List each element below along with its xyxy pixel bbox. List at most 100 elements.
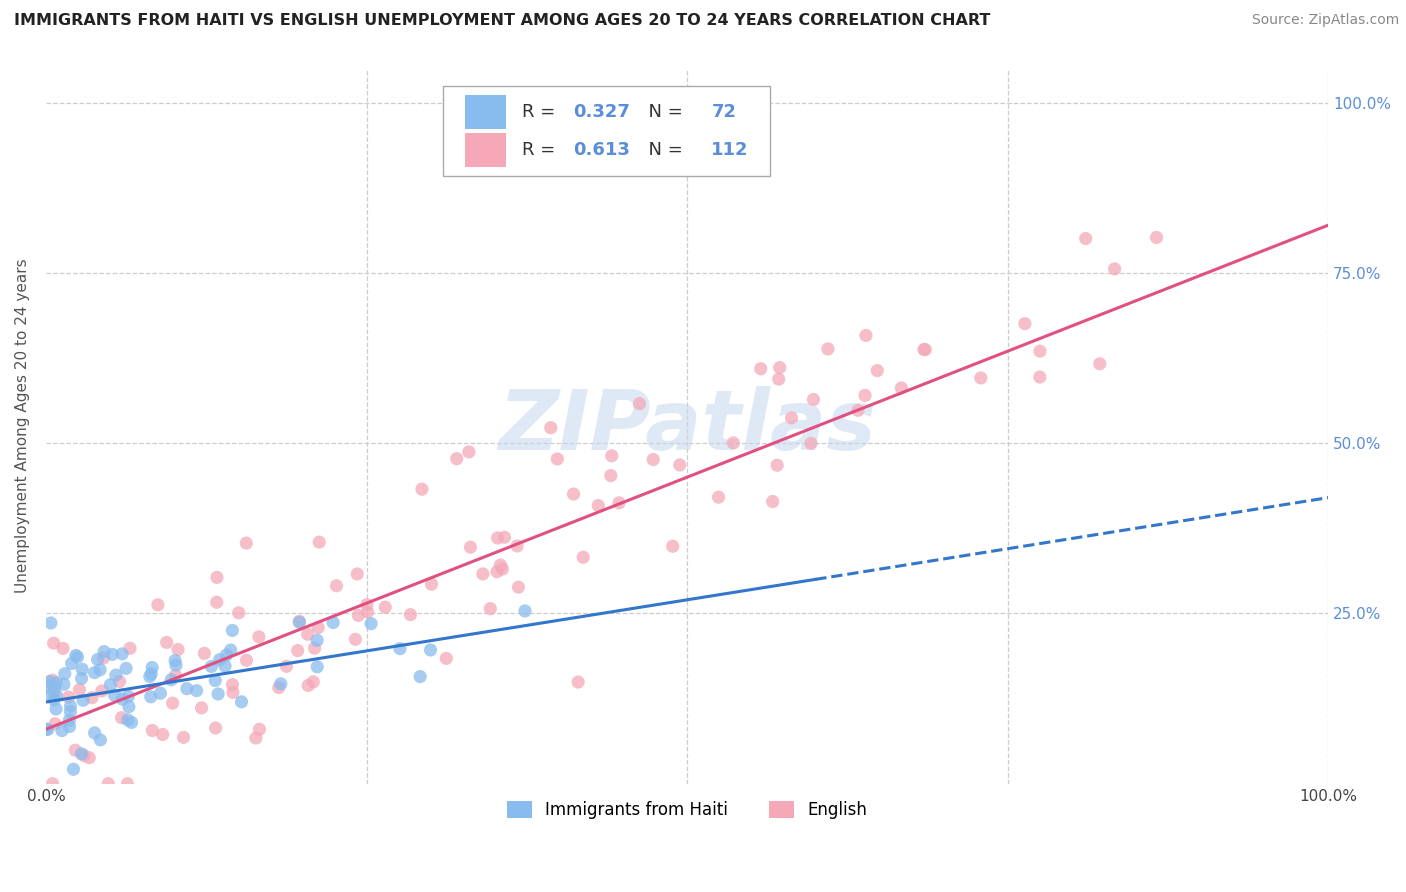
Point [167,642,190,657]
Point [65,648,87,663]
Point [104,689,127,703]
Point [73,748,96,763]
Point [304,641,326,656]
Point [411,482,433,496]
Point [267,681,290,695]
Point [668,458,690,472]
Point [146,598,169,612]
Point [65,743,87,757]
Point [66,650,89,665]
Point [58,690,80,704]
Y-axis label: Unemployment Among Ages 20 to 24 years: Unemployment Among Ages 20 to 24 years [15,259,30,593]
Point [52,677,75,691]
Point [1029,344,1052,359]
Point [346,566,368,581]
Point [111,647,134,661]
Point [409,669,432,683]
Point [562,487,585,501]
Point [356,605,378,619]
Point [90,684,112,698]
Point [44,716,66,731]
Point [628,396,651,410]
Point [325,579,347,593]
Point [118,699,141,714]
Point [485,565,508,579]
Point [108,674,131,689]
Point [912,343,935,357]
Point [567,675,589,690]
Point [45,675,67,690]
Point [141,666,163,681]
Point [204,721,226,735]
Point [434,651,457,665]
Point [205,595,228,609]
Point [83,665,105,680]
Point [914,343,936,357]
Point [762,494,785,508]
Point [540,420,562,434]
Point [38,674,60,689]
Point [494,530,516,544]
Point [162,696,184,710]
Point [117,713,139,727]
Point [51,723,73,738]
Bar [465,95,506,129]
Point [93,651,115,665]
Point [221,678,243,692]
Text: 112: 112 [711,141,749,159]
Point [360,616,382,631]
Point [276,659,298,673]
Point [58,720,80,734]
Point [39,615,62,630]
Point [89,663,111,677]
Text: 0.613: 0.613 [572,141,630,159]
Point [98,678,121,692]
Point [58,713,80,727]
Point [204,673,226,688]
Point [173,731,195,745]
Point [446,451,468,466]
Point [110,711,132,725]
Point [141,723,163,738]
Point [270,677,292,691]
Point [117,777,139,791]
Point [208,653,231,667]
Point [165,668,187,682]
Point [139,690,162,704]
Point [115,661,138,675]
Point [121,715,143,730]
Point [356,598,378,612]
Point [111,692,134,706]
Point [117,690,139,704]
Point [160,673,183,687]
Point [853,388,876,402]
Point [479,601,502,615]
Point [1074,231,1097,245]
Point [1029,370,1052,384]
Point [97,777,120,791]
Point [347,608,370,623]
Point [228,606,250,620]
Point [344,632,367,647]
Point [970,371,993,385]
Point [1014,317,1036,331]
Point [176,681,198,696]
Point [193,647,215,661]
Point [165,654,187,668]
Point [70,672,93,686]
Point [817,342,839,356]
Point [297,627,319,641]
Point [388,641,411,656]
Text: IMMIGRANTS FROM HAITI VS ENGLISH UNEMPLOYMENT AMONG AGES 20 TO 24 YEARS CORRELAT: IMMIGRANTS FROM HAITI VS ENGLISH UNEMPLO… [14,13,990,29]
Text: 0.327: 0.327 [572,103,630,121]
Point [588,499,610,513]
Point [890,381,912,395]
Legend: Immigrants from Haiti, English: Immigrants from Haiti, English [501,794,875,825]
Point [186,683,208,698]
Point [59,705,82,719]
Point [152,727,174,741]
Point [207,687,229,701]
Point [1146,230,1168,244]
Point [399,607,422,622]
Point [62,762,84,776]
